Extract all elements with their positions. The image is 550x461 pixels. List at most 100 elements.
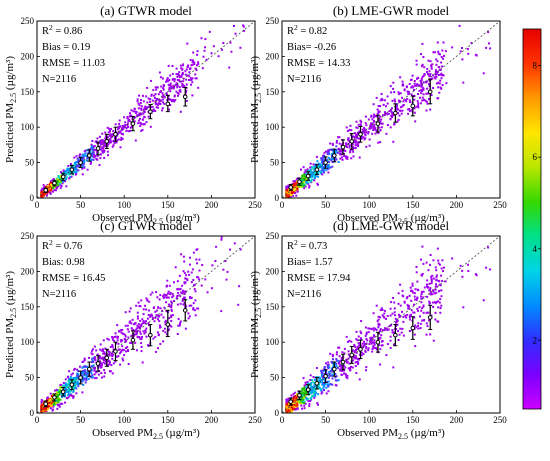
data-point — [411, 282, 414, 285]
data-point — [338, 362, 340, 365]
data-point — [461, 58, 464, 61]
data-point — [75, 155, 78, 158]
data-point — [168, 79, 171, 81]
data-point — [420, 81, 423, 84]
data-point — [126, 116, 129, 118]
data-point — [99, 343, 102, 346]
data-point — [439, 86, 442, 89]
data-point — [327, 151, 330, 154]
data-point — [371, 350, 374, 353]
data-point — [415, 84, 418, 86]
data-point — [379, 336, 382, 339]
data-point — [171, 296, 174, 299]
data-point — [46, 396, 49, 399]
data-point — [402, 315, 405, 318]
data-point — [392, 366, 395, 369]
y-tick-label: 100 — [21, 337, 35, 347]
data-point — [165, 301, 168, 304]
x-tick-label: 150 — [161, 415, 175, 425]
data-point — [80, 164, 83, 166]
data-point — [429, 287, 432, 290]
data-point — [69, 394, 72, 397]
data-point — [127, 363, 130, 365]
data-point — [167, 80, 169, 83]
data-point — [124, 124, 127, 126]
data-point — [425, 333, 428, 336]
data-point — [327, 371, 330, 374]
data-point — [318, 170, 321, 173]
data-point — [348, 144, 351, 147]
data-point — [372, 345, 375, 348]
error-bar — [43, 400, 49, 408]
data-point — [180, 253, 183, 256]
data-point — [165, 80, 168, 83]
data-point — [379, 141, 382, 144]
data-point — [90, 158, 93, 161]
data-point — [193, 63, 196, 66]
data-point — [200, 37, 203, 40]
data-point — [99, 141, 102, 144]
data-point — [229, 248, 232, 251]
data-point — [189, 59, 192, 61]
data-point — [426, 102, 429, 105]
data-point — [330, 159, 333, 162]
data-point — [319, 388, 322, 390]
data-point — [296, 188, 299, 190]
data-point — [130, 342, 133, 344]
data-point — [178, 288, 181, 291]
data-point — [116, 324, 119, 327]
data-point — [378, 323, 381, 326]
data-point — [337, 379, 340, 382]
data-point — [390, 111, 393, 114]
data-point — [439, 284, 442, 287]
data-point — [303, 386, 306, 389]
data-point — [184, 327, 187, 330]
data-point — [285, 405, 288, 408]
data-point — [304, 392, 307, 395]
data-point — [120, 331, 123, 334]
data-point — [106, 360, 109, 363]
data-point — [163, 96, 166, 99]
mean-marker — [332, 153, 337, 158]
data-point — [428, 70, 431, 73]
data-point — [314, 394, 316, 397]
data-point — [104, 362, 107, 365]
error-bar — [60, 387, 66, 397]
data-point — [114, 332, 117, 335]
data-point — [407, 108, 410, 111]
data-point — [429, 73, 432, 76]
data-point — [69, 385, 72, 388]
data-point — [312, 376, 315, 378]
data-point — [373, 343, 376, 346]
data-point — [411, 284, 414, 287]
data-point — [103, 150, 105, 153]
data-point — [40, 400, 43, 403]
error-bar — [69, 164, 75, 175]
data-point — [313, 392, 316, 395]
data-point — [415, 326, 418, 329]
data-point — [96, 155, 99, 157]
data-point — [321, 371, 324, 374]
data-point — [182, 270, 185, 273]
data-point — [86, 157, 89, 160]
data-point — [96, 151, 99, 154]
data-point — [80, 370, 83, 373]
data-point — [54, 389, 57, 392]
error-bar — [297, 177, 302, 186]
data-point — [422, 81, 425, 84]
data-point — [203, 49, 206, 52]
y-tick-label: 150 — [266, 87, 280, 97]
data-point — [319, 165, 322, 168]
data-point — [320, 378, 322, 381]
data-point — [439, 79, 442, 82]
error-bar — [305, 384, 311, 396]
data-point — [327, 380, 330, 383]
data-point — [179, 110, 182, 113]
data-point — [342, 369, 345, 372]
data-point — [229, 41, 232, 44]
data-point — [176, 86, 179, 89]
data-point — [153, 320, 156, 323]
data-point — [309, 397, 312, 400]
data-point — [161, 77, 164, 80]
